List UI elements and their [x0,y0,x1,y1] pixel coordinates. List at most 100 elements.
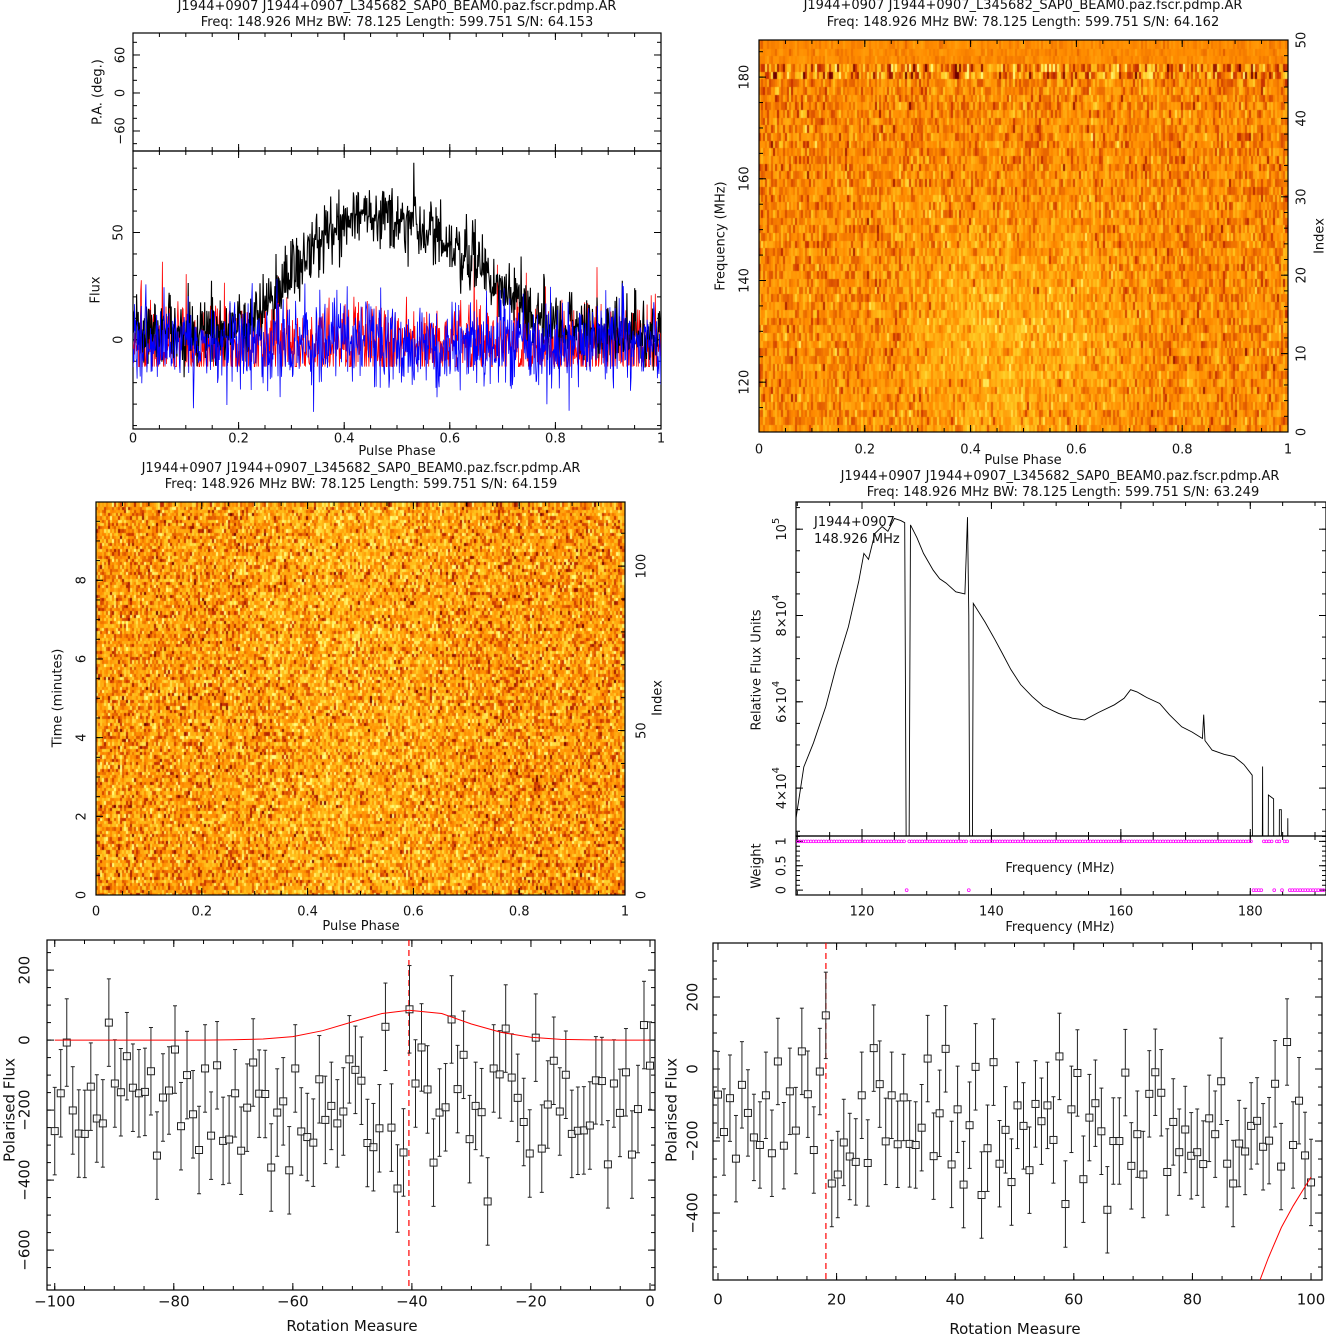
point-marker [773,1057,782,1066]
point-marker [1091,1099,1100,1108]
point-marker [501,1024,510,1033]
y-tick-label: −60 [114,117,129,144]
pa-frame [132,32,662,152]
y2-tick-label: 30 [1295,189,1310,206]
data-point [615,1068,624,1158]
spectrum-x-axis-label: Frequency (MHz) [1005,920,1114,935]
weight-point [1277,839,1282,844]
data-point [104,978,113,1067]
point-marker [579,1126,588,1135]
data-point [579,1086,588,1175]
tick-base: 6×10 [775,687,790,723]
y2-tick-label: 20 [1295,267,1310,284]
rm_right-points [713,943,1316,1280]
x-tick-label: 0 [645,1293,655,1311]
point-marker [845,1152,854,1161]
point-marker [1229,1179,1238,1188]
data-point [767,1109,776,1197]
point-marker [857,1091,866,1100]
point-marker [755,1140,764,1149]
point-marker [1235,1139,1244,1148]
point-marker [1241,1147,1250,1156]
point-marker [1055,1052,1064,1061]
point-marker [851,1157,860,1166]
data-point [1073,1029,1082,1117]
point-marker [779,1141,788,1150]
x-tick-label: 0.2 [854,443,875,458]
data-point [737,1041,746,1129]
point-marker [893,1140,902,1149]
data-point [447,975,456,1064]
data-point [833,1130,842,1219]
data-point [1037,1077,1046,1165]
data-point [231,1049,240,1138]
y2-tick-label: 50 [1295,32,1310,49]
x-tick-label: 160 [1108,905,1133,920]
point-marker [291,1064,300,1073]
data-point [627,1110,636,1199]
data-point [513,1053,522,1143]
tick-base: 10 [775,524,790,541]
data-point [1127,1122,1136,1210]
y-tick-label: 8×104 [771,594,790,636]
weight-point [902,839,906,844]
point-marker [477,1108,486,1117]
point-marker [615,1108,624,1117]
freq_phase-frame [758,39,1289,433]
data-point [1157,1049,1166,1137]
data-point [195,1105,204,1195]
point-marker [345,1055,354,1064]
data-point [1181,1085,1190,1174]
point-marker [1121,1068,1130,1077]
point-marker [351,1065,360,1074]
fit-curve [54,1009,650,1041]
data-point [1001,1086,1010,1174]
data-point [713,1050,722,1139]
point-marker [995,1159,1004,1168]
data-point [423,1045,432,1134]
point-marker [303,1133,312,1142]
point-marker [1043,1101,1052,1110]
data-point [1193,1108,1202,1196]
circular-polarisation-line [133,278,661,412]
weight-axis-label: Weight [750,843,765,888]
y2-tick-label: 0 [1295,428,1310,436]
y-tick-label: 105 [771,518,790,541]
data-point [369,1102,378,1192]
data-point [1019,1082,1028,1170]
point-marker [1175,1148,1184,1157]
data-point [1235,1099,1244,1188]
data-point [971,1023,980,1111]
point-marker [947,1160,956,1169]
y-tick-label: 8 [75,576,90,584]
data-point [899,1053,908,1142]
data-point [621,1028,630,1117]
data-point [845,1112,854,1201]
freq-phase-y-axis-label: Frequency (MHz) [714,181,729,290]
rm_right-axes: 0 20 40 60 80 100 200 0 −200 −400 [684,942,1325,1309]
point-marker [1157,1088,1166,1097]
point-marker [597,1077,606,1086]
point-marker [1079,1175,1088,1184]
point-marker [1265,1136,1274,1145]
y-tick-label: 140 [738,268,753,293]
data-point [1121,1028,1130,1117]
point-marker [585,1121,594,1130]
y-tick-label: 0.5 [775,855,790,876]
point-marker [1259,1142,1268,1151]
data-point [68,1066,77,1155]
data-point [725,1054,734,1142]
data-point [1265,1096,1274,1185]
x-tick-label: 1 [621,905,629,920]
point-marker [1031,1099,1040,1108]
point-marker [519,1118,528,1126]
data-point [893,1100,902,1188]
data-point [719,1088,728,1176]
data-point [609,1039,618,1128]
data-point [645,1021,654,1110]
point-marker [363,1139,372,1147]
spectrum-legend-source: J1944+0907 [813,515,895,530]
point-marker [483,1197,492,1206]
data-point [1229,1139,1238,1228]
weight-inner-x-axis-label: Frequency (MHz) [1005,861,1114,876]
